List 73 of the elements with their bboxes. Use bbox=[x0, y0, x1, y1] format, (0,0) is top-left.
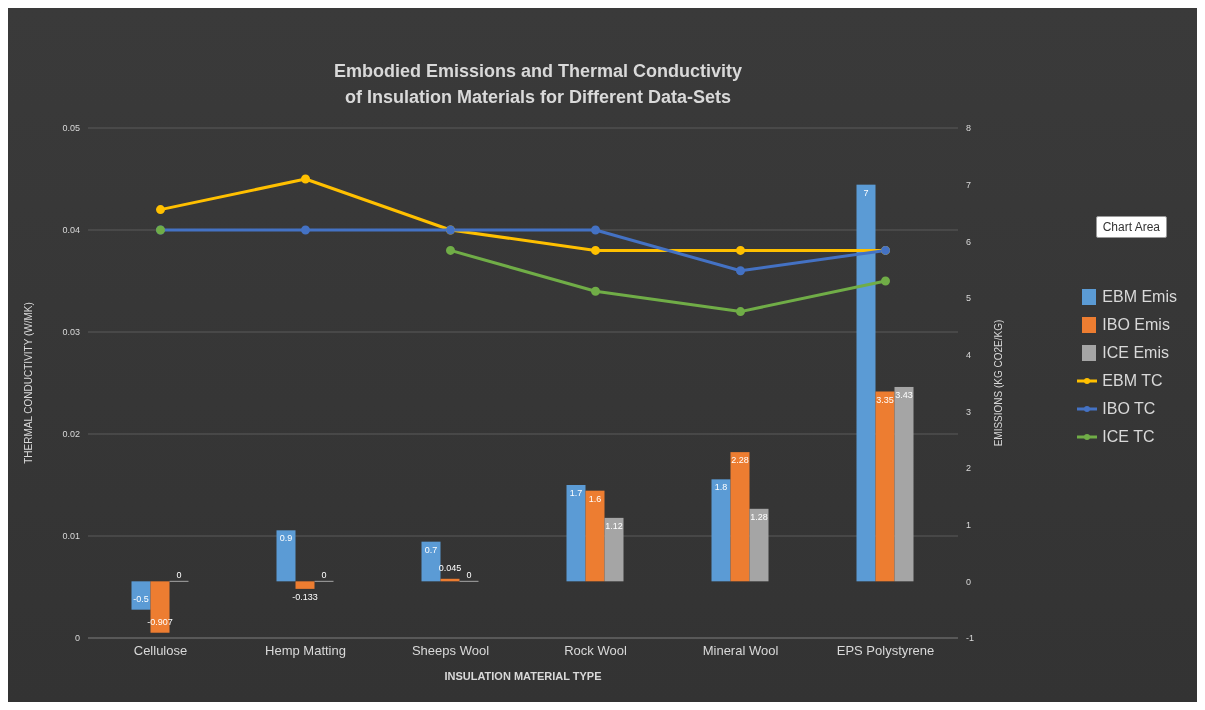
y2-tick-label: -1 bbox=[966, 633, 975, 644]
y2-axis-title: EMISSIONS (KG CO2E/KG) bbox=[992, 319, 1004, 447]
point bbox=[591, 245, 600, 255]
data-label: 0.9 bbox=[279, 533, 293, 544]
legend-label: IBO Emis bbox=[1102, 316, 1170, 334]
point bbox=[881, 276, 890, 286]
legend-label: ICE Emis bbox=[1102, 344, 1169, 362]
point bbox=[736, 245, 745, 255]
data-label: 1.28 bbox=[750, 511, 768, 522]
bar bbox=[894, 386, 914, 582]
bar bbox=[585, 490, 605, 582]
data-label: 0.7 bbox=[424, 544, 438, 555]
data-label: 0 bbox=[321, 570, 327, 581]
x-tick-label: Rock Wool bbox=[564, 643, 627, 659]
x-tick-label: Sheeps Wool bbox=[411, 643, 490, 659]
bar bbox=[730, 452, 750, 582]
data-label: 1.8 bbox=[714, 482, 728, 493]
bar bbox=[604, 517, 624, 582]
legend-label: ICE TC bbox=[1102, 428, 1155, 446]
y2-tick-label: 2 bbox=[966, 463, 972, 474]
y-tick-label: 0.03 bbox=[62, 327, 80, 338]
y2-tick-label: 6 bbox=[966, 236, 972, 247]
point bbox=[301, 225, 310, 235]
bar bbox=[875, 391, 895, 582]
bar bbox=[711, 479, 731, 582]
data-label: -0.5 bbox=[133, 593, 149, 604]
bar bbox=[131, 581, 151, 610]
y-tick-label: 0.04 bbox=[62, 225, 80, 236]
x-tick-label: Hemp Matting bbox=[265, 643, 346, 659]
data-label: 1.12 bbox=[605, 520, 623, 531]
data-label: 0 bbox=[176, 570, 182, 581]
data-label: 7 bbox=[863, 187, 869, 198]
point bbox=[591, 225, 600, 235]
y2-tick-label: 4 bbox=[966, 349, 972, 360]
point bbox=[156, 205, 165, 215]
data-label: 0 bbox=[466, 570, 472, 581]
y-tick-label: 0 bbox=[74, 633, 80, 644]
point bbox=[736, 307, 745, 317]
data-label: 2.28 bbox=[731, 455, 749, 466]
legend-label: EBM Emis bbox=[1102, 288, 1177, 306]
bar bbox=[276, 530, 296, 582]
point bbox=[591, 286, 600, 296]
x-tick-label: EPS Polystyrene bbox=[836, 643, 935, 659]
point bbox=[446, 245, 455, 255]
data-label: 1.7 bbox=[569, 488, 583, 498]
y2-tick-label: 7 bbox=[966, 179, 972, 190]
data-label: -0.133 bbox=[292, 591, 318, 602]
bar bbox=[295, 581, 315, 589]
x-axis-title: INSULATION MATERIAL TYPE bbox=[444, 670, 602, 682]
legend-label: IBO TC bbox=[1102, 400, 1156, 418]
point bbox=[736, 266, 745, 276]
bar bbox=[749, 508, 769, 582]
data-label: 3.43 bbox=[895, 389, 913, 400]
y2-tick-label: 5 bbox=[966, 293, 972, 304]
x-tick-label: Mineral Wool bbox=[702, 643, 779, 659]
y-tick-label: 0.05 bbox=[62, 123, 80, 134]
data-label: 1.6 bbox=[588, 493, 602, 504]
text: Chart Area bbox=[1095, 216, 1167, 238]
y2-tick-label: 8 bbox=[966, 123, 972, 134]
y-axis-title: THERMAL CONDUCTIVITY (W/MK) bbox=[22, 302, 34, 464]
y-tick-label: 0.01 bbox=[62, 531, 80, 542]
bar bbox=[856, 184, 876, 582]
y-tick-label: 0.02 bbox=[62, 429, 80, 440]
x-tick-label: Cellulose bbox=[133, 643, 188, 659]
y2-tick-label: 1 bbox=[966, 519, 972, 530]
chart-title: Embodied Emissions and Thermal Conductivity of Insulation Materials for Different Data-Sets bbox=[332, 60, 744, 109]
bar bbox=[421, 541, 441, 582]
y2-tick-label: 3 bbox=[966, 406, 972, 417]
y2-tick-label: 0 bbox=[966, 576, 972, 587]
point bbox=[301, 174, 310, 184]
legend-label: EBM TC bbox=[1102, 372, 1163, 390]
data-label: 3.35 bbox=[876, 394, 894, 405]
bar bbox=[566, 485, 586, 582]
